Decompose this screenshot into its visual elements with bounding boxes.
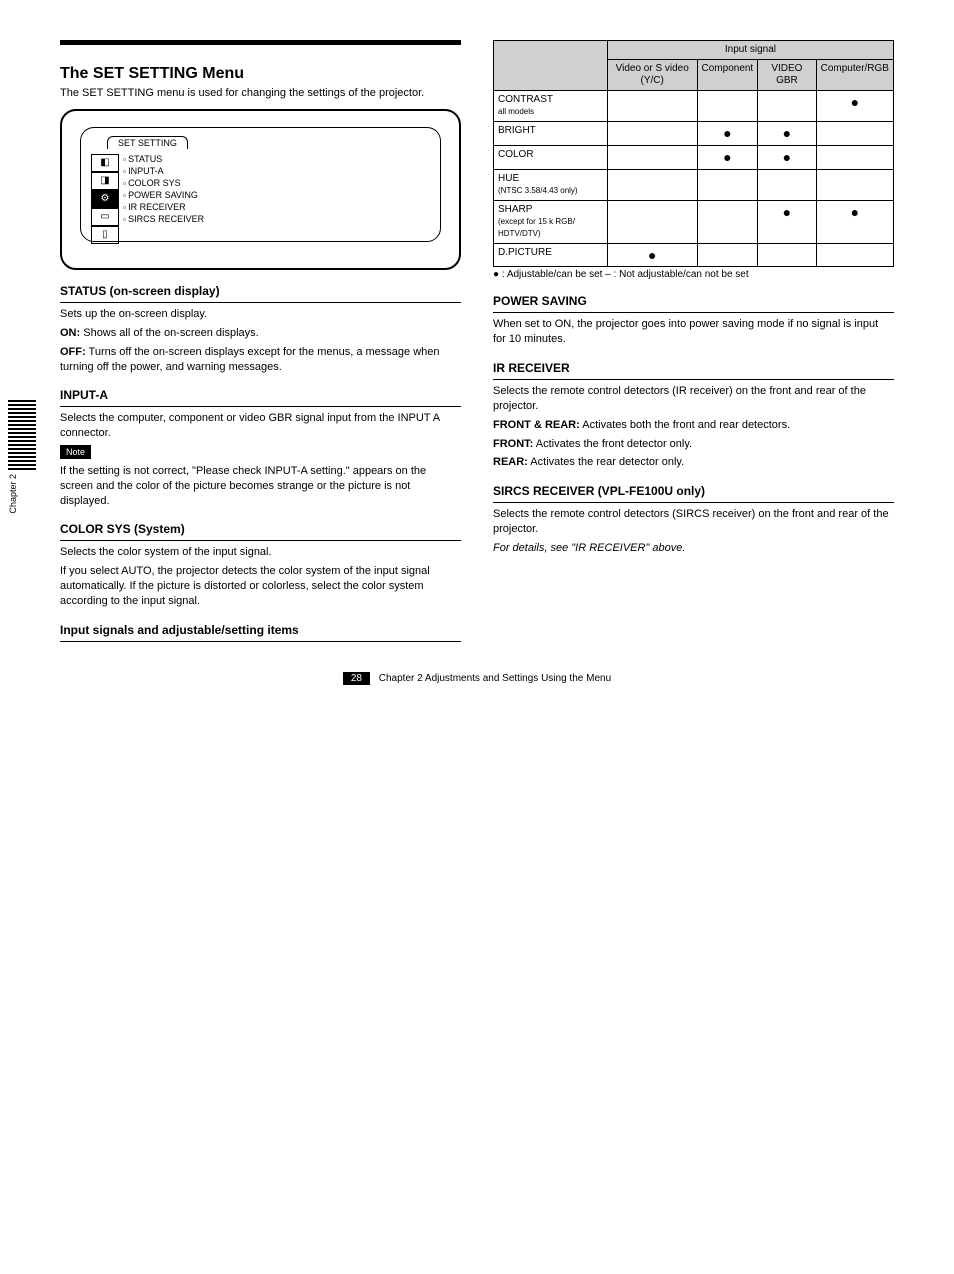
label-frontrear: FRONT & REAR:	[493, 419, 580, 431]
osd-icon: ▯	[91, 226, 119, 244]
item-body-sircs: Selects the remote control detectors (SI…	[493, 507, 894, 556]
item-heading-sircs: SIRCS RECEIVER (VPL-FE100U only)	[493, 484, 894, 503]
sircs-desc: Selects the remote control detectors (SI…	[493, 507, 894, 537]
inputa-desc: Selects the computer, component or video…	[60, 411, 461, 441]
osd-icon: ◧	[91, 154, 119, 172]
page-intro: The SET SETTING menu is used for changin…	[60, 87, 461, 99]
powersave-desc: When set to ON, the projector goes into …	[493, 317, 894, 347]
label-off: OFF:	[60, 346, 86, 358]
status-off: Turns off the on-screen displays except …	[60, 346, 440, 373]
osd-icon-selected: ⚙	[91, 190, 119, 208]
table-row: COLOR ● ●	[494, 145, 894, 169]
table-col: Computer/RGB	[816, 60, 893, 91]
table-legend: ● : Adjustable/can be set – : Not adjust…	[493, 269, 894, 280]
irrec-front: Activates the front detector only.	[536, 438, 692, 450]
page-title: The SET SETTING Menu	[60, 65, 461, 83]
osd-icon-strip: ◧ ◨ ⚙ ▭ ▯	[91, 154, 119, 244]
label-rear: REAR:	[493, 456, 528, 468]
table-col: Video or S video (Y/C)	[607, 60, 697, 91]
note-badge: Note	[60, 445, 91, 459]
osd-tab: SET SETTING	[107, 136, 188, 149]
table-row: HUE(NTSC 3.58/4.43 only)	[494, 169, 894, 200]
irrec-frontrear: Activates both the front and rear detect…	[582, 419, 790, 431]
item-body-inputa: Selects the computer, component or video…	[60, 411, 461, 508]
signal-table: Input signal Video or S video (Y/C) Comp…	[493, 40, 894, 267]
colorsys-desc2: If you select AUTO, the projector detect…	[60, 564, 461, 609]
item-body-powersave: When set to ON, the projector goes into …	[493, 317, 894, 347]
label-on: ON:	[60, 327, 80, 339]
table-row: D.PICTURE ●	[494, 243, 894, 267]
osd-icon: ▭	[91, 208, 119, 226]
status-desc: Sets up the on-screen display.	[60, 307, 461, 322]
osd-menu-item: IR RECEIVER	[123, 201, 428, 213]
status-on: Shows all of the on-screen displays.	[83, 327, 258, 339]
item-heading-relation: Input signals and adjustable/setting ite…	[60, 623, 461, 642]
side-chapter-label: Chapter 2	[8, 470, 36, 518]
osd-screenshot: SET SETTING ◧ ◨ ⚙ ▭ ▯ STATUS INPUT-A COL…	[60, 109, 461, 270]
table-col: VIDEO GBR	[758, 60, 816, 91]
osd-menu-item: COLOR SYS	[123, 177, 428, 189]
item-heading-status: STATUS (on-screen display)	[60, 284, 461, 303]
osd-menu-item: INPUT-A	[123, 165, 428, 177]
irrec-rear: Activates the rear detector only.	[530, 456, 684, 468]
osd-icon: ◨	[91, 172, 119, 190]
footer-chapter: Chapter 2 Adjustments and Settings Using…	[379, 673, 611, 684]
osd-menu-item: SIRCS RECEIVER	[123, 213, 428, 225]
irrec-desc: Selects the remote control detectors (IR…	[493, 384, 894, 414]
table-row: SHARP(except for 15 k RGB/ HDTV/DTV) ● ●	[494, 200, 894, 243]
table-row: CONTRASTall models ●	[494, 91, 894, 122]
item-heading-colorsys: COLOR SYS (System)	[60, 522, 461, 541]
table-col: Component	[697, 60, 758, 91]
item-heading-inputa: INPUT-A	[60, 388, 461, 407]
page-footer: 28 Chapter 2 Adjustments and Settings Us…	[60, 672, 894, 685]
sircs-ref: For details, see "IR RECEIVER" above.	[493, 542, 685, 554]
inputa-note: If the setting is not correct, "Please c…	[60, 464, 461, 509]
osd-menu-item: POWER SAVING	[123, 189, 428, 201]
item-body-colorsys: Selects the color system of the input si…	[60, 545, 461, 608]
osd-menu-item: STATUS	[123, 153, 428, 165]
colorsys-desc: Selects the color system of the input si…	[60, 545, 461, 560]
section-divider	[60, 40, 461, 45]
label-front: FRONT:	[493, 438, 533, 450]
item-heading-irrec: IR RECEIVER	[493, 361, 894, 380]
table-row: BRIGHT ● ●	[494, 122, 894, 146]
osd-menu-list: STATUS INPUT-A COLOR SYS POWER SAVING IR…	[123, 153, 428, 225]
page-number: 28	[343, 672, 370, 685]
item-body-irrec: Selects the remote control detectors (IR…	[493, 384, 894, 470]
item-heading-powersave: POWER SAVING	[493, 294, 894, 313]
side-chapter-tab: Chapter 2	[8, 400, 36, 518]
item-body-status: Sets up the on-screen display. ON: Shows…	[60, 307, 461, 374]
table-caption: Input signal	[607, 41, 893, 60]
